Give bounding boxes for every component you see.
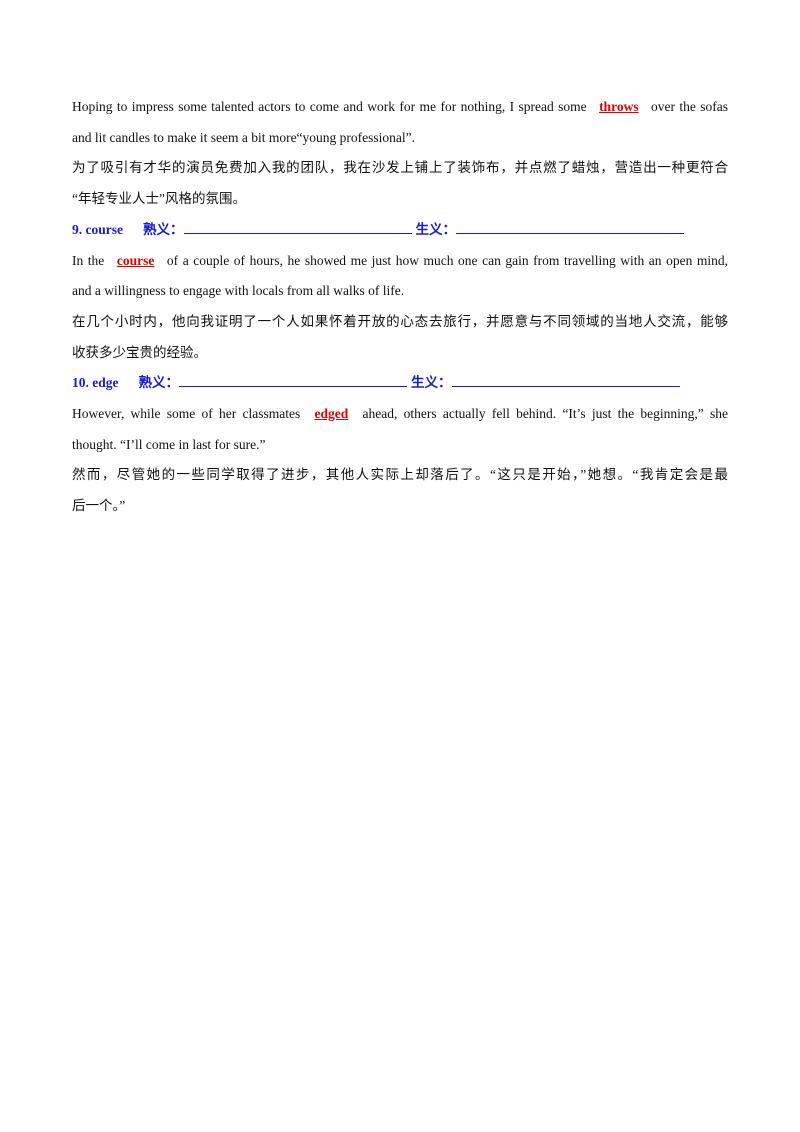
keyword: throws [599,99,639,114]
translation-text: 收获多少宝贵的经验。 [72,344,207,360]
text-line: 然而，尽管她的一些同学取得了进步，其他人实际上却落后了。“这只是开始，”她想。“… [72,466,728,484]
translation-text: 为了吸引有才华的演员免费加入我的团队，我在沙发上铺上了装饰布，并点燃了蜡烛，营造… [72,160,728,176]
text-line: In the course of a couple of hours, he s… [72,252,728,270]
new-label: 生义： [411,375,452,391]
text-line: 收获多少宝贵的经验。 [72,344,728,362]
translation-text: 在几个小时内，他向我证明了一个人如果怀着开放的心态去旅行，并愿意与不同领域的当地… [72,313,728,329]
sentence-text: In the [72,252,105,268]
text-line: 为了吸引有才华的演员免费加入我的团队，我在沙发上铺上了装饰布，并点燃了蜡烛，营造… [72,159,728,177]
sentence-text: Hoping to impress some talented actors t… [72,99,587,114]
familiar-label: 熟义： [143,221,184,237]
word-number: 9. course [72,221,123,237]
answer-blank [183,221,412,234]
sentence-text: ahead, others actually fell behind. “It’… [362,406,729,421]
answer-blank [451,374,680,388]
text-line: and a willingness to engage with locals … [72,282,728,300]
keyword: edged [314,406,349,421]
translation-text: “年轻专业人士”风格的氛围。 [72,191,246,207]
text-line: 9. course 熟义： 生义： [72,221,728,239]
answer-blank [179,374,407,388]
text-line: thought. “I’ll come in last for sure.” [72,436,728,454]
text-line: 10. edge 熟义： 生义： [72,374,728,392]
translation-text: 后一个。” [72,498,126,514]
familiar-label: 熟义： [138,375,180,391]
text-line: Hoping to impress some talented actors t… [72,98,728,116]
text-line: 后一个。” [72,497,728,515]
text-line: and lit candles to make it seem a bit mo… [72,129,728,147]
text-line: 在几个小时内，他向我证明了一个人如果怀着开放的心态去旅行，并愿意与不同领域的当地… [72,313,728,331]
translation-text: 然而，尽管她的一些同学取得了进步，其他人实际上却落后了。“这只是开始，”她想。“… [72,467,728,483]
sentence-text: and lit candles to make it seem a bit mo… [72,129,416,145]
sentence-text: and a willingness to engage with locals … [72,283,405,299]
new-label: 生义： [415,221,457,237]
keyword: course [116,252,155,268]
word-number: 10. edge [72,375,119,391]
answer-blank [456,221,684,234]
sentence-text: over the sofas [650,99,729,114]
text-line: However, while some of her classmates ed… [72,405,728,423]
sentence-text: thought. “I’ll come in last for sure.” [72,436,266,452]
sentence-text: of a couple of hours, he showed me just … [166,252,729,268]
sentence-text: However, while some of her classmates [72,406,301,421]
text-line: “年轻专业人士”风格的氛围。 [72,190,728,208]
